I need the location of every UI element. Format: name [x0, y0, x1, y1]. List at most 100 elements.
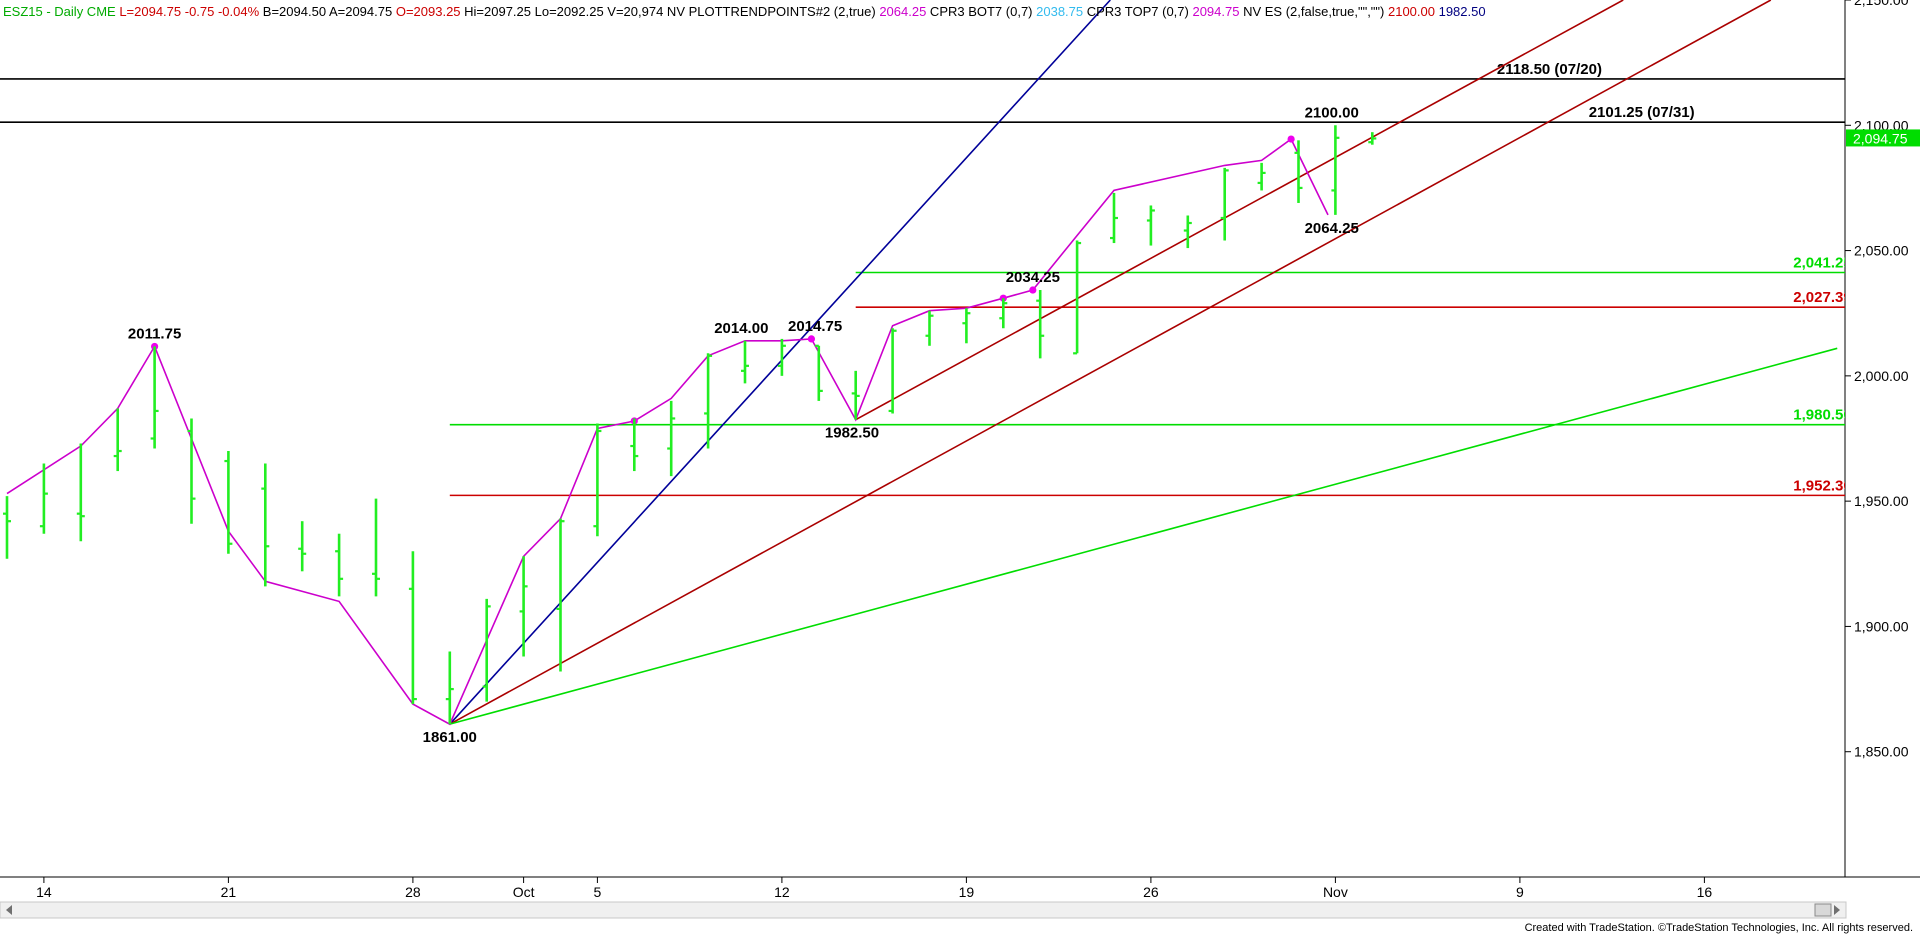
- ohlc-bar: [372, 498, 380, 597]
- scroll-left-arrow-icon[interactable]: [6, 905, 12, 915]
- y-tick-label: 1,900.00: [1854, 618, 1909, 634]
- trendline-red-lower: [449, 0, 1772, 725]
- ohlc-bar: [150, 346, 159, 449]
- x-tick-label: 28: [405, 884, 421, 900]
- level-label: 2,027.39: [1793, 289, 1851, 306]
- ohlc-bar: [445, 651, 454, 725]
- header-item: 2094.75: [1189, 4, 1240, 19]
- header-item: L=2094.75 -0.75 -0.04%: [116, 4, 260, 19]
- header-item: V=20,974: [604, 4, 664, 19]
- ohlc-bar: [851, 370, 860, 420]
- ohlc-bar: [3, 496, 11, 559]
- ohlc-bar: [482, 598, 491, 702]
- pivot-label: 1982.50: [825, 425, 879, 442]
- horizontal-scrollbar[interactable]: [0, 901, 1847, 919]
- ohlc-bar: [113, 408, 122, 472]
- chart-header: ESZ15 - Daily CME L=2094.75 -0.75 -0.04%…: [3, 4, 1486, 19]
- level-label: 1,952.30: [1793, 477, 1851, 494]
- ohlc-bar: [667, 400, 676, 477]
- y-tick-label: 1,950.00: [1854, 493, 1909, 509]
- header-item: 2100.00: [1384, 4, 1435, 19]
- ohlc-bar: [888, 328, 897, 414]
- pivot-label: 2034.25: [1006, 269, 1060, 286]
- ohlc-bar: [261, 463, 270, 587]
- pivot-label: 2011.75: [128, 325, 181, 342]
- ohlc-bar: [1110, 192, 1118, 244]
- credit-text: Created with TradeStation. ©TradeStation…: [1525, 922, 1913, 934]
- scroll-track[interactable]: [0, 901, 1847, 919]
- header-item: O=2093.25: [392, 4, 460, 19]
- ohlc-bar: [777, 338, 786, 376]
- x-tick-label: 26: [1143, 884, 1159, 900]
- level-label: 1,980.50: [1793, 407, 1851, 424]
- price-axis: 1,850.00 1,900.00 1,950.00 2,000.00 2,050.00…: [1845, 0, 1920, 760]
- ohlc-bar: [39, 463, 48, 534]
- price-bars: [3, 125, 1377, 725]
- ohlc-bar: [556, 518, 565, 672]
- level-label: 2101.25 (07/31): [1589, 104, 1695, 121]
- y-tick-label: 2,050.00: [1854, 243, 1909, 259]
- pivot-label: 2100.00: [1305, 104, 1359, 121]
- ohlc-bar: [593, 423, 602, 537]
- trendline-red-upper: [855, 0, 1624, 421]
- pivot-label: 2014.75: [788, 318, 842, 335]
- ohlc-bar: [1257, 162, 1266, 191]
- y-tick-label: 2,100.00: [1854, 117, 1909, 133]
- trendlines: [449, 0, 1838, 725]
- ohlc-bar: [519, 556, 528, 657]
- header-item: 1982.50: [1435, 4, 1486, 19]
- ohlc-bar: [1368, 132, 1377, 145]
- header-item: CPR3 BOT7 (0,7): [926, 4, 1032, 19]
- header-item: CPR3 TOP7 (0,7): [1083, 4, 1189, 19]
- ohlc-bar: [741, 340, 749, 384]
- ohlc-bar: [187, 418, 196, 524]
- header-item: NV ES (2,false,true,"",""): [1239, 4, 1384, 19]
- ohlc-bar: [76, 443, 85, 542]
- header-item: NV PLOTTRENDPOINTS#2 (2,true): [663, 4, 875, 19]
- ohlc-bar: [630, 418, 639, 472]
- ohlc-bar: [1146, 205, 1155, 246]
- pivot-annotations: 2011.75 1861.00 2014.00 2014.75 1982.50 2034.…: [128, 104, 1359, 746]
- ohlc-bar: [999, 298, 1008, 329]
- swing-line: [6, 135, 1329, 726]
- pivot-dot: [1287, 135, 1295, 143]
- level-label: 2118.50 (07/20): [1497, 61, 1602, 78]
- ohlc-bar: [1036, 290, 1045, 359]
- x-tick-label: 5: [594, 884, 602, 900]
- ohlc-bar: [1294, 140, 1303, 203]
- y-tick-label: 2,150.00: [1854, 0, 1909, 8]
- ohlc-bar: [925, 310, 934, 346]
- ohlc-bar: [962, 308, 971, 344]
- scroll-right-arrow-icon[interactable]: [1834, 905, 1840, 915]
- ohlc-bar: [704, 353, 713, 449]
- scroll-thumb[interactable]: [1814, 903, 1832, 917]
- header-item: 2038.75: [1033, 4, 1084, 19]
- header-item: 2064.25: [876, 4, 927, 19]
- last-price-marker: [1846, 129, 1920, 147]
- header-item: Lo=2092.25: [531, 4, 604, 19]
- ohlc-bar: [1220, 167, 1229, 241]
- x-tick-label: 21: [221, 884, 237, 900]
- pivot-label: 1861.00: [423, 729, 477, 746]
- header-item: B=2094.50: [259, 4, 326, 19]
- y-tick-label: 2,000.00: [1854, 368, 1909, 384]
- date-axis: 14 21 28 Oct 5 12 19 26 Nov 9 16: [36, 877, 1712, 900]
- pivot-label: 2014.00: [714, 320, 768, 337]
- header-item: A=2094.75: [326, 4, 392, 19]
- header-item: Hi=2097.25: [461, 4, 531, 19]
- y-tick-label: 1,850.00: [1854, 744, 1909, 760]
- pivot-label: 2064.25: [1305, 220, 1359, 237]
- ohlc-bar: [1073, 240, 1082, 355]
- swing-polyline: [6, 137, 1329, 726]
- ohlc-bar: [335, 533, 344, 597]
- chart-frame: [0, 0, 1920, 878]
- x-tick-label: 16: [1697, 884, 1713, 900]
- trendline-green: [449, 347, 1838, 725]
- ohlc-bar: [298, 521, 307, 572]
- support-resistance-levels: 2118.50 (07/20) 2101.25 (07/31) 2,041.25 2,…: [0, 61, 1851, 497]
- pivot-dot: [807, 335, 816, 343]
- level-label: 2,041.25: [1793, 254, 1851, 271]
- header-item: ESZ15 - Daily CME: [3, 4, 116, 19]
- x-tick-label: 19: [959, 884, 975, 900]
- x-tick-label: Oct: [513, 884, 535, 900]
